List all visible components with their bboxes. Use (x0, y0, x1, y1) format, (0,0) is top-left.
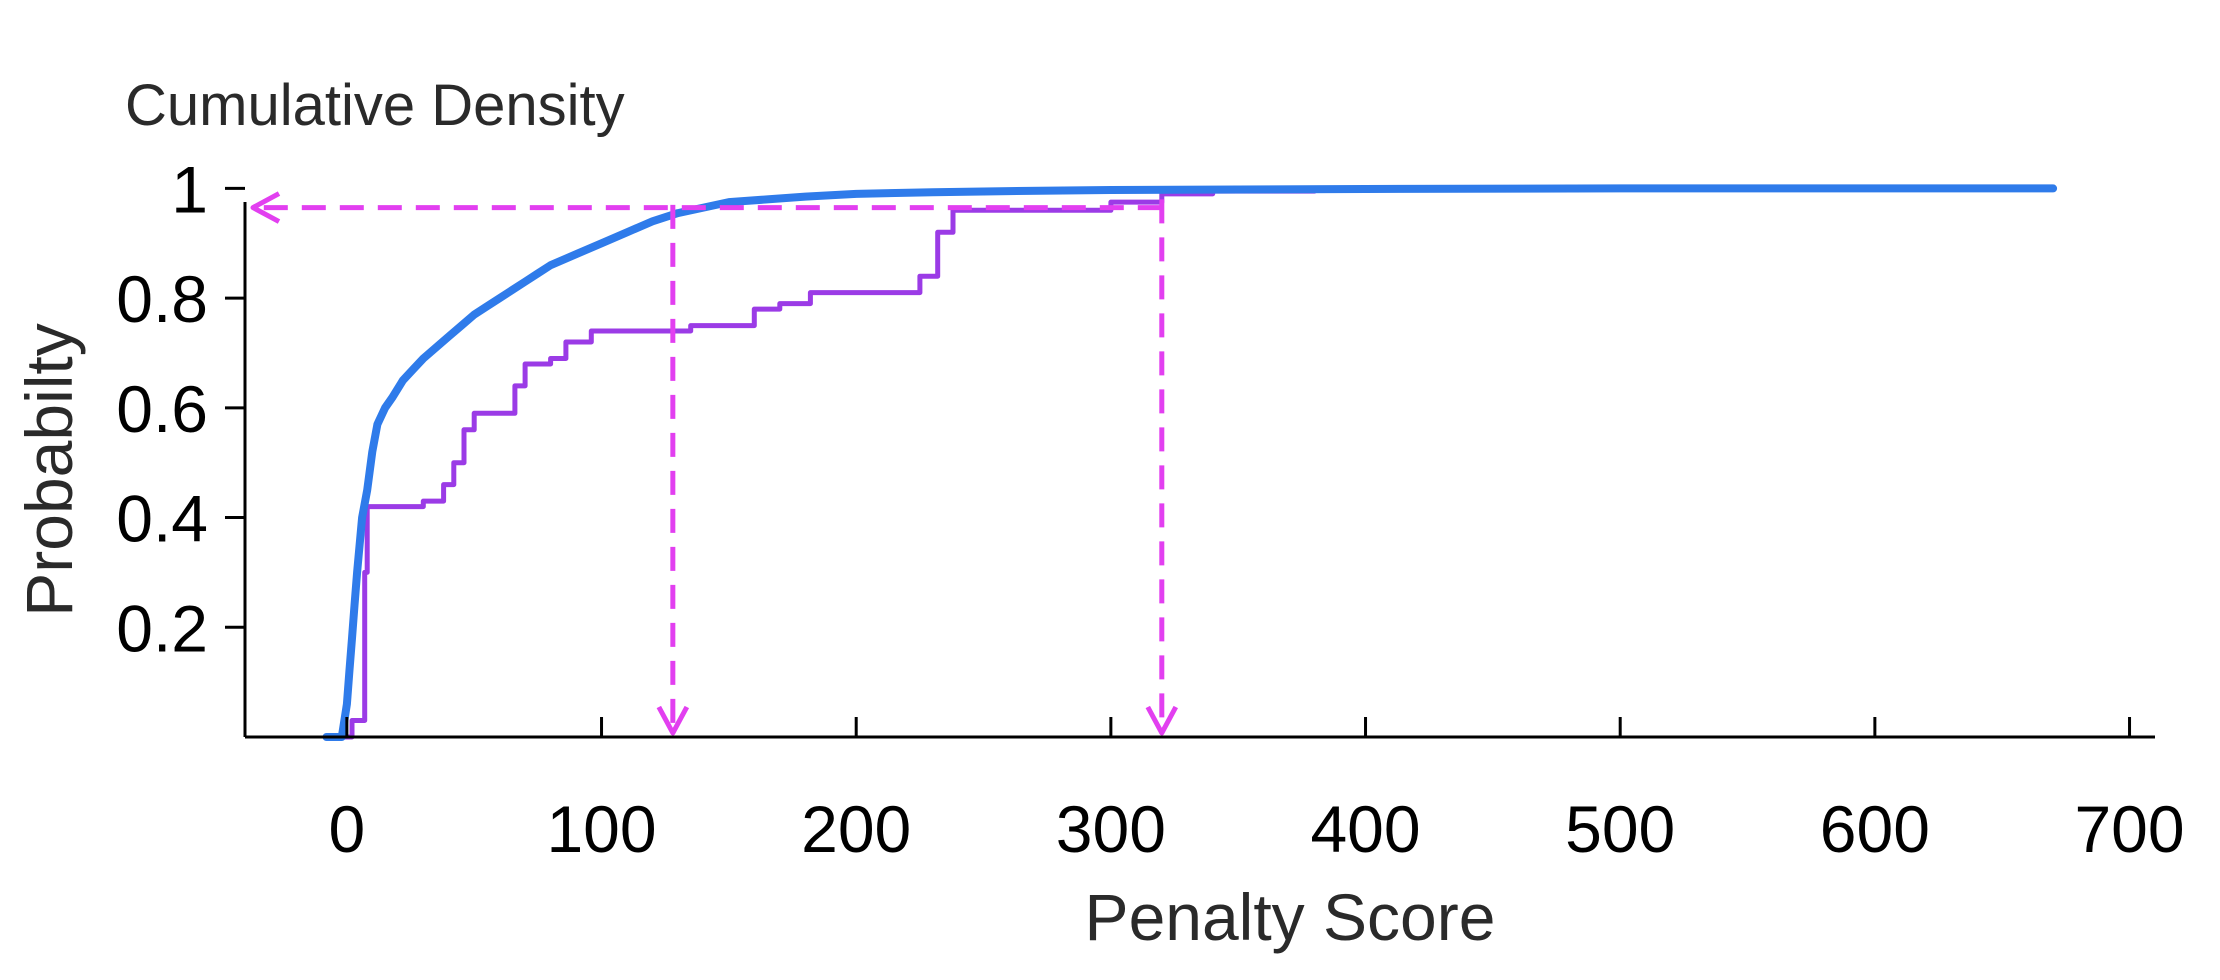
x-tick-label: 0 (329, 792, 366, 866)
y-tick-label: 0.6 (116, 372, 208, 446)
x-axis-label: Penalty Score (1085, 880, 1496, 954)
x-ticks: 0 100 200 300 400 500 600 700 (329, 717, 2185, 866)
x-tick-label: 400 (1310, 792, 1420, 866)
annotation-arrow-3 (250, 191, 1162, 224)
y-ticks: 0.2 0.4 0.6 0.8 1 (116, 152, 245, 665)
x-tick-label: 500 (1565, 792, 1675, 866)
x-tick-label: 700 (2074, 792, 2184, 866)
y-axis-label: Probabilty (12, 323, 86, 617)
x-tick-label: 100 (546, 792, 656, 866)
y-tick-label: 0.4 (116, 482, 208, 556)
plot-lines (322, 184, 2058, 741)
y-tick-label: 0.8 (116, 262, 208, 336)
x-tick-label: 200 (801, 792, 911, 866)
annotations (250, 191, 1179, 736)
y-tick-label: 0.2 (116, 591, 208, 665)
series-line-1 (322, 184, 2058, 741)
x-tick-label: 600 (1820, 792, 1930, 866)
annotation-arrow-2 (1145, 199, 1179, 736)
y-tick-label: 1 (171, 152, 208, 226)
chart-title: Cumulative Density (125, 73, 625, 138)
x-tick-label: 300 (1056, 792, 1166, 866)
series-line-2 (324, 185, 1610, 740)
annotation-arrow-1 (656, 204, 690, 736)
